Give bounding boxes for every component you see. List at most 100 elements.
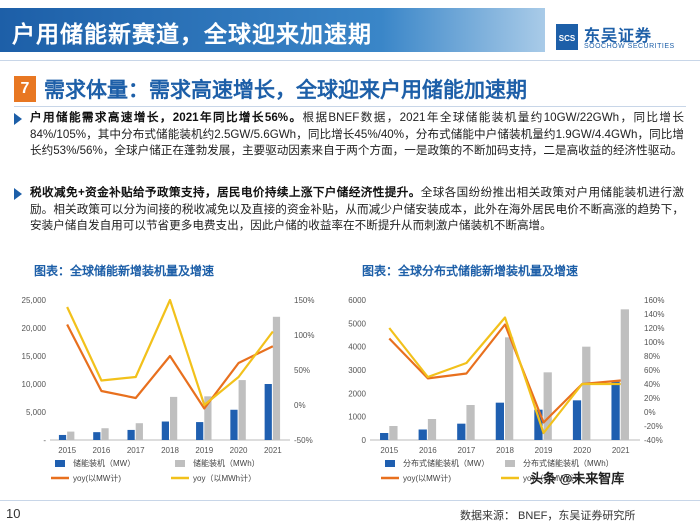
x-tick-label: 2020 xyxy=(573,446,591,455)
bar-mw xyxy=(418,429,427,440)
bar-mw xyxy=(264,384,272,440)
bullet-triangle-icon xyxy=(14,113,22,125)
y-left-tick-label: - xyxy=(43,436,46,445)
line-series-yoy-mwh xyxy=(388,316,621,435)
bar-mw xyxy=(572,400,582,440)
left-chart-canvas: - 5,000 10,000 15,000 20,000 25,000 -50% 0% 50% 1… xyxy=(22,296,315,483)
x-tick-label: 2018 xyxy=(161,446,179,455)
bullet-body: 根据BNEF数据，2021年全球储能装机量约10GW/22GWh，同比增长84%… xyxy=(30,111,684,157)
bar-mw xyxy=(611,381,620,440)
title-banner: 户用储能新赛道，全球迎来加速期 xyxy=(0,8,545,52)
y-left-tick-label: 4000 xyxy=(348,343,366,352)
bullet-lead: 税收减免+资金补贴给予政策支持，居民电价持续上涨下户储经济性提升。 xyxy=(30,186,421,199)
logo-name: 东吴证券 xyxy=(584,28,653,45)
bar-mwh xyxy=(272,316,281,440)
bar-mwh xyxy=(135,423,143,440)
bar-mw xyxy=(161,421,169,440)
y-left-tick-label: 5000 xyxy=(348,319,366,328)
bar-mw xyxy=(534,409,543,440)
left-chart: - 5,000 10,000 15,000 20,000 25,000 -50% 0% 50% 1… xyxy=(0,282,345,500)
y-right-tick-label: 140% xyxy=(644,310,664,319)
y-left-tick-label: 3000 xyxy=(348,366,366,375)
y-left-tick-label: 20,000 xyxy=(22,324,47,333)
legend-label: 分布式储能装机（MW） xyxy=(403,458,489,468)
y-left-tick-label: 10,000 xyxy=(22,380,47,389)
y-left-tick-label: 15,000 xyxy=(22,352,47,361)
y-right-tick-label: -40% xyxy=(644,436,663,445)
bar-mwh xyxy=(238,380,246,440)
legend-label: 储能装机（MWh） xyxy=(193,458,260,468)
bar-mw xyxy=(495,402,504,440)
x-tick-label: 2019 xyxy=(195,446,213,455)
x-tick-label: 2017 xyxy=(458,446,476,455)
section-divider xyxy=(14,106,686,107)
legend-label: yoy(以MW计) xyxy=(403,473,451,483)
x-tick-label: 2015 xyxy=(58,446,76,455)
top-bar: 户用储能新赛道，全球迎来加速期 SCS 东吴证券 SOOCHOW SECURIT… xyxy=(0,0,700,56)
legend-swatch xyxy=(55,460,65,467)
bullet-body: 全球各国纷纷推出相关政策对户用储能装机进行激励。相关政策可以分为间接的税收减免以… xyxy=(30,186,684,232)
bar-mwh xyxy=(505,337,514,440)
bullet-paragraph: 户用储能需求高速增长，2021年同比增长56%。根据BNEF数据，2021年全球… xyxy=(14,110,684,160)
legend-label: 储能装机（MW） xyxy=(73,458,135,468)
bar-mw xyxy=(58,434,67,440)
brand-logo: SCS 东吴证券 SOOCHOW SECURITIES xyxy=(556,22,696,56)
svg-text:SCS: SCS xyxy=(559,34,576,43)
right-chart-title: 图表：全球分布式储能新增装机量及增速 xyxy=(362,264,579,278)
footer-divider xyxy=(0,500,700,501)
legend-swatch xyxy=(505,460,515,467)
y-right-tick-label: 40% xyxy=(644,380,660,389)
legend-swatch xyxy=(385,460,395,467)
bar-mw xyxy=(380,433,389,440)
watermark: 头条 @未来智库 xyxy=(530,471,625,486)
bullet-triangle-icon xyxy=(14,188,22,200)
bar-mwh xyxy=(204,396,212,440)
y-right-tick-label: 60% xyxy=(644,366,660,375)
logo-subtitle: SOOCHOW SECURITIES xyxy=(584,43,675,50)
y-right-tick-label: 50% xyxy=(294,366,310,375)
bar-mw xyxy=(127,429,135,440)
legend-label: yoy（以MWh计） xyxy=(193,473,256,483)
x-tick-label: 2015 xyxy=(380,446,398,455)
bar-mw xyxy=(457,423,466,440)
y-right-tick-label: 120% xyxy=(644,324,664,333)
legend-label: 分布式储能装机（MWh） xyxy=(523,458,614,468)
y-right-tick-label: 80% xyxy=(644,352,660,361)
bar-mwh xyxy=(466,405,475,440)
y-left-tick-label: 25,000 xyxy=(22,296,47,305)
section-number: 7 xyxy=(14,76,36,102)
bar-mwh xyxy=(67,431,75,440)
y-right-tick-label: -50% xyxy=(294,436,313,445)
x-tick-label: 2021 xyxy=(264,446,282,455)
section-title: 需求体量：需求高速增长，全球迎来户用储能加速期 xyxy=(44,79,527,102)
header-divider xyxy=(0,60,700,61)
x-tick-label: 2020 xyxy=(230,446,248,455)
y-right-tick-label: 100% xyxy=(644,338,664,347)
y-right-tick-label: -20% xyxy=(644,422,663,431)
x-tick-label: 2017 xyxy=(127,446,145,455)
page-title: 户用储能新赛道，全球迎来加速期 xyxy=(12,21,372,47)
bar-mw xyxy=(93,432,101,440)
right-chart-canvas: 0 1000 2000 3000 4000 5000 6000 -40% -20% 0% 20% 40… xyxy=(348,296,664,483)
bullet-lead: 户用储能需求高速增长，2021年同比增长56%。 xyxy=(30,111,303,124)
y-right-tick-label: 160% xyxy=(644,296,664,305)
x-tick-label: 2016 xyxy=(93,446,111,455)
logo-mark-icon: SCS xyxy=(556,24,578,50)
data-source: 数据来源： BNEF，东吴证券研究所 xyxy=(460,510,636,522)
line-series-yoy-mwh xyxy=(66,298,274,407)
x-tick-label: 2019 xyxy=(535,446,553,455)
left-chart-title: 图表：全球储能新增装机量及增速 xyxy=(34,264,215,278)
line-series-yoy-mw xyxy=(66,323,274,410)
page-number: 10 xyxy=(6,506,21,521)
y-left-tick-label: 0 xyxy=(362,436,367,445)
bar-mwh xyxy=(620,309,629,440)
y-right-tick-label: 0% xyxy=(294,401,306,410)
bar-mwh xyxy=(101,428,109,440)
y-right-tick-label: 0% xyxy=(644,408,656,417)
bullet-paragraph: 税收减免+资金补贴给予政策支持，居民电价持续上涨下户储经济性提升。全球各国纷纷推… xyxy=(14,185,684,235)
y-left-tick-label: 5,000 xyxy=(26,408,47,417)
bar-mwh xyxy=(427,419,437,440)
y-left-tick-label: 6000 xyxy=(348,296,366,305)
y-right-tick-label: 150% xyxy=(294,296,314,305)
x-tick-label: 2016 xyxy=(419,446,437,455)
